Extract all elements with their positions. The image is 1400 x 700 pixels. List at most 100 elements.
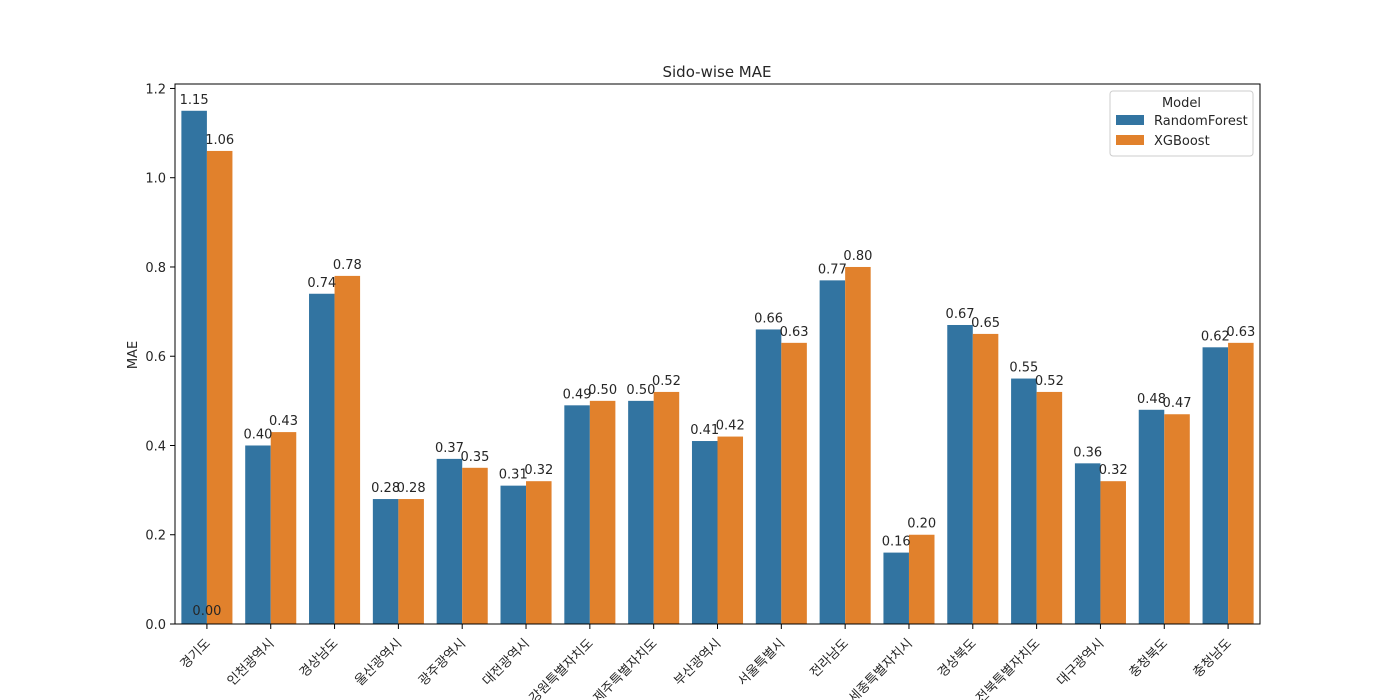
bar-randomforest — [1011, 378, 1037, 624]
data-label: 0.65 — [971, 316, 1000, 331]
data-label: 0.43 — [269, 414, 298, 429]
bar-xgboost — [462, 467, 488, 624]
x-tick-label: 인천광역시 — [225, 636, 278, 689]
legend-title: Model — [1162, 96, 1201, 111]
data-label: 0.52 — [652, 374, 681, 389]
x-tick-label: 경기도 — [178, 636, 214, 672]
bar-randomforest — [245, 445, 271, 624]
value-labels-group: 1.15 1.06 0.400.43 0.74 0.78 0.280.28 0.370.35… — [180, 93, 1256, 619]
data-label: 0.36 — [1073, 445, 1102, 460]
data-label: 0.50 — [588, 383, 617, 398]
data-label: 0.28 — [371, 481, 400, 496]
bar-xgboost — [398, 499, 424, 624]
data-label: 0.41 — [690, 423, 719, 438]
bar-randomforest — [947, 324, 973, 624]
data-label: 0.80 — [843, 249, 872, 264]
bar-xgboost — [334, 275, 361, 624]
data-label: 0.74 — [307, 276, 336, 291]
data-label: 0.77 — [818, 262, 847, 277]
bar-xgboost — [717, 436, 744, 624]
x-tick-label: 서울특별시 — [735, 636, 788, 689]
x-tick-label: 전북특별자치도 — [974, 636, 1044, 700]
x-tick-label: 대구광역시 — [1054, 636, 1107, 689]
x-tick-label: 부산광역시 — [671, 636, 724, 689]
bar-randomforest — [755, 329, 782, 624]
bar-randomforest — [691, 441, 718, 624]
bar-randomforest — [436, 458, 463, 624]
x-tick-label: 광주광역시 — [416, 636, 469, 689]
y-tick-label: 0.4 — [145, 439, 166, 454]
legend: Model RandomForest XGBoost — [1109, 90, 1254, 157]
x-tick-label: 충청북도 — [1127, 636, 1171, 680]
x-tick-label: 경상북도 — [935, 636, 979, 680]
bar-xgboost — [526, 481, 552, 624]
y-axis: 0.0 0.2 0.4 0.6 0.8 1.0 1.2 — [145, 82, 175, 633]
data-label: 0.63 — [780, 325, 809, 340]
data-label: 0.16 — [882, 535, 911, 550]
legend-swatch — [1116, 115, 1144, 125]
bar-randomforest — [372, 499, 399, 624]
legend-swatch — [1116, 135, 1144, 145]
y-tick-label: 0.6 — [145, 350, 166, 365]
bar-randomforest — [628, 400, 654, 624]
x-tick-label: 제주특별자치도 — [591, 636, 661, 700]
bar-xgboost — [589, 400, 616, 624]
y-tick-label: 1.2 — [145, 82, 166, 97]
zero-annotation: 0.00 — [192, 604, 221, 619]
data-label: 0.66 — [754, 311, 783, 326]
x-tick-label: 대전광역시 — [480, 636, 533, 689]
bar-xgboost — [1164, 414, 1190, 624]
bar-xgboost — [972, 333, 999, 624]
data-label: 0.40 — [243, 427, 272, 442]
bar-randomforest — [1074, 463, 1101, 624]
data-label: 0.28 — [397, 481, 426, 496]
data-label: 0.50 — [626, 383, 655, 398]
data-label: 0.62 — [1201, 329, 1230, 344]
y-tick-label: 0.8 — [145, 261, 166, 276]
bar-xgboost — [1036, 391, 1063, 624]
bar-xgboost — [270, 432, 297, 624]
x-tick-label: 강원특별자치도 — [527, 636, 597, 700]
chart-title: Sido-wise MAE — [662, 63, 771, 81]
bar-randomforest — [564, 405, 590, 624]
legend-label: RandomForest — [1154, 114, 1248, 129]
data-label: 0.52 — [1035, 374, 1064, 389]
bar-xgboost — [653, 391, 680, 624]
bar-randomforest — [883, 552, 909, 624]
x-tick-label: 전라남도 — [808, 636, 852, 680]
data-label: 0.20 — [907, 517, 936, 532]
data-label: 0.37 — [435, 441, 464, 456]
plot-frame — [174, 83, 1261, 625]
data-label: 0.55 — [1009, 361, 1038, 376]
data-label: 0.32 — [524, 463, 553, 478]
x-tick-label: 충청남도 — [1190, 636, 1234, 680]
bar-xgboost — [1100, 481, 1126, 624]
data-label: 0.32 — [1099, 463, 1128, 478]
x-tick-label: 경상남도 — [297, 636, 341, 680]
x-tick-label: 울산광역시 — [352, 636, 405, 689]
bar-xgboost — [206, 150, 233, 625]
y-tick-label: 0.0 — [145, 618, 166, 633]
bar-randomforest — [1138, 409, 1165, 624]
bar-xgboost — [845, 266, 871, 624]
bar-randomforest — [181, 110, 207, 625]
bars-group — [181, 110, 1254, 625]
data-label: 0.35 — [460, 450, 489, 465]
bar-randomforest — [1202, 347, 1229, 624]
data-label: 0.42 — [716, 419, 745, 434]
legend-label: XGBoost — [1154, 134, 1210, 149]
bar-randomforest — [309, 293, 335, 624]
bar-randomforest — [500, 485, 527, 624]
x-tick-label: 세종특별자치시 — [846, 636, 916, 700]
data-label: 0.31 — [499, 468, 528, 483]
y-tick-label: 0.2 — [145, 529, 166, 544]
bar-randomforest — [819, 280, 846, 624]
data-label: 0.63 — [1226, 325, 1255, 340]
x-axis: 경기도 인천광역시 경상남도 울산광역시 광주광역시 대전광역시강원특별자치도제주특별자치… — [178, 624, 1235, 700]
legend-box — [1109, 90, 1254, 157]
bar-xgboost — [908, 534, 935, 624]
data-label: 0.67 — [946, 307, 975, 322]
bar-xgboost — [781, 342, 807, 624]
data-label: 0.48 — [1137, 392, 1166, 407]
